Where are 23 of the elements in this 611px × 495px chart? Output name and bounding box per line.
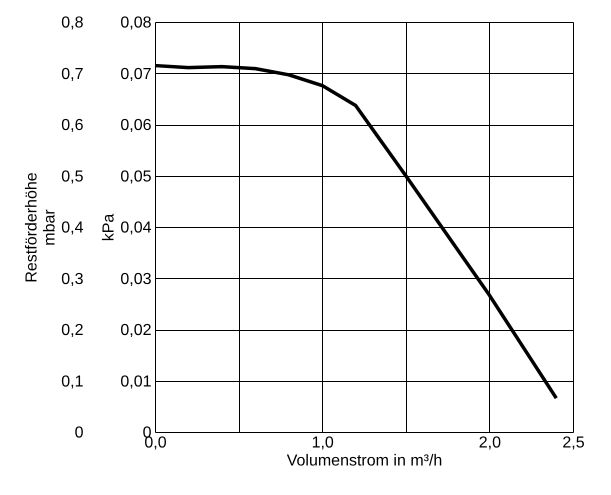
- y-axis-title: Restförderhöhe mbar: [23, 172, 58, 283]
- x-tick-label: 2,0: [478, 434, 502, 452]
- y-tick-label: 0,4: [61, 220, 84, 236]
- y-tick-label: 0: [74, 424, 84, 442]
- x-tick-label: 1,0: [312, 434, 334, 452]
- y2-tick-label: 0,06: [120, 117, 152, 134]
- y2-tick-label: 0,04: [120, 220, 152, 236]
- y-tick-label: 0,5: [61, 168, 84, 186]
- y-tick-label: 0,1: [61, 373, 84, 390]
- y2-tick-label: 0,05: [120, 168, 152, 186]
- y2-tick-label: 0,07: [120, 66, 152, 83]
- y-tick-label: 0,6: [61, 117, 84, 134]
- x-tick-label: 2,5: [562, 434, 585, 452]
- y-tick-label: 0,3: [61, 270, 84, 288]
- y2-tick-label: 0,02: [120, 322, 152, 339]
- y2-tick-label: 0,03: [120, 270, 152, 288]
- y-tick-label: 0,2: [61, 322, 84, 339]
- x-axis-title: Volumenstrom in m³/h: [286, 452, 442, 470]
- y2-axis-title: kPa: [100, 214, 118, 242]
- y2-tick-label: 0,01: [120, 373, 152, 390]
- y-tick-label: 0,7: [61, 66, 84, 83]
- y-tick-label: 0,8: [61, 14, 84, 32]
- y2-tick-label: 0,08: [120, 14, 152, 32]
